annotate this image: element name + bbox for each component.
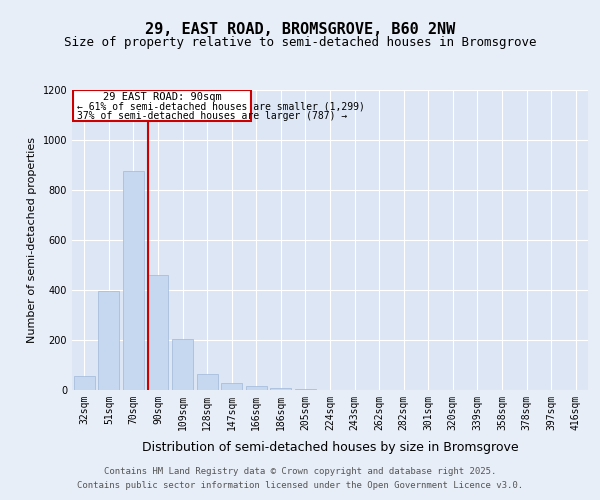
Bar: [295, 389, 316, 390]
Bar: [74, 376, 95, 390]
X-axis label: Distribution of semi-detached houses by size in Bromsgrove: Distribution of semi-detached houses by …: [142, 441, 518, 454]
Text: 37% of semi-detached houses are larger (787) →: 37% of semi-detached houses are larger (…: [77, 111, 347, 120]
Text: Size of property relative to semi-detached houses in Bromsgrove: Size of property relative to semi-detach…: [64, 36, 536, 49]
Bar: [172, 339, 193, 390]
Bar: [148, 275, 169, 390]
Text: Contains HM Land Registry data © Crown copyright and database right 2025.: Contains HM Land Registry data © Crown c…: [104, 467, 496, 476]
Text: 29, EAST ROAD, BROMSGROVE, B60 2NW: 29, EAST ROAD, BROMSGROVE, B60 2NW: [145, 22, 455, 38]
Text: Contains public sector information licensed under the Open Government Licence v3: Contains public sector information licen…: [77, 481, 523, 490]
Text: ← 61% of semi-detached houses are smaller (1,299): ← 61% of semi-detached houses are smalle…: [77, 101, 365, 112]
Bar: [197, 374, 218, 390]
Bar: [246, 386, 267, 390]
Bar: [271, 388, 292, 390]
Bar: [221, 383, 242, 390]
Text: 29 EAST ROAD: 90sqm: 29 EAST ROAD: 90sqm: [103, 92, 221, 102]
FancyBboxPatch shape: [73, 90, 251, 121]
Bar: [123, 171, 144, 390]
Y-axis label: Number of semi-detached properties: Number of semi-detached properties: [27, 137, 37, 343]
Bar: [98, 291, 119, 390]
